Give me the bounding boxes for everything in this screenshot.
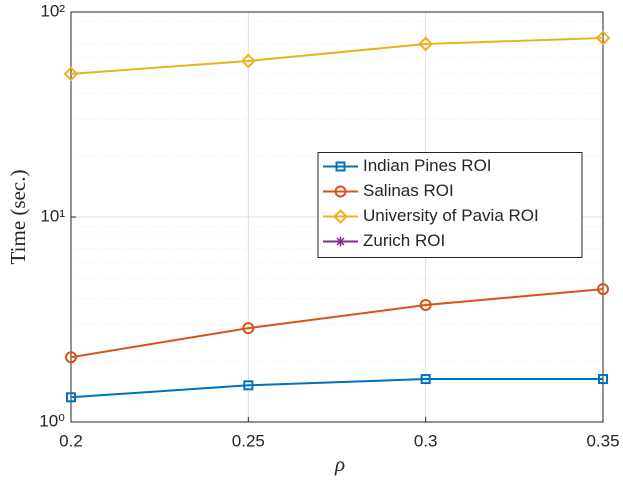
x-tick-label: 0.25: [232, 431, 265, 450]
legend-label: Salinas ROI: [363, 181, 454, 200]
marker: [333, 209, 348, 224]
series-line: [70, 36, 604, 75]
y-axis-label: Time (sec.): [6, 170, 30, 265]
series-line: [70, 288, 604, 359]
x-tick-label: 0.3: [414, 431, 438, 450]
marker: [335, 236, 346, 247]
marker: [65, 351, 77, 364]
marker: [240, 53, 256, 69]
x-axis-label: ρ: [334, 452, 345, 476]
marker: [66, 392, 76, 403]
x-tick-label: 0.35: [586, 431, 619, 450]
marker: [243, 380, 254, 391]
legend-label: Zurich ROI: [363, 231, 445, 250]
marker: [242, 322, 255, 335]
marker: [418, 36, 434, 52]
y-tick-label: 10⁰: [39, 411, 65, 430]
plot-frame: [70, 11, 604, 423]
y-tick-label: 10²: [40, 1, 65, 20]
marker: [595, 30, 611, 46]
marker: [335, 161, 346, 172]
legend-label: Indian Pines ROI: [363, 156, 492, 175]
legend-box: [317, 152, 583, 258]
x-tick-label: 0.2: [59, 431, 83, 450]
marker: [597, 283, 609, 296]
marker: [419, 299, 432, 312]
marker: [63, 66, 79, 82]
marker: [334, 185, 347, 198]
series-line: [70, 378, 603, 399]
marker: [420, 374, 431, 385]
legend-label: University of Pavia ROI: [363, 206, 539, 225]
marker: [598, 374, 608, 385]
y-tick-label: 10¹: [40, 206, 65, 225]
